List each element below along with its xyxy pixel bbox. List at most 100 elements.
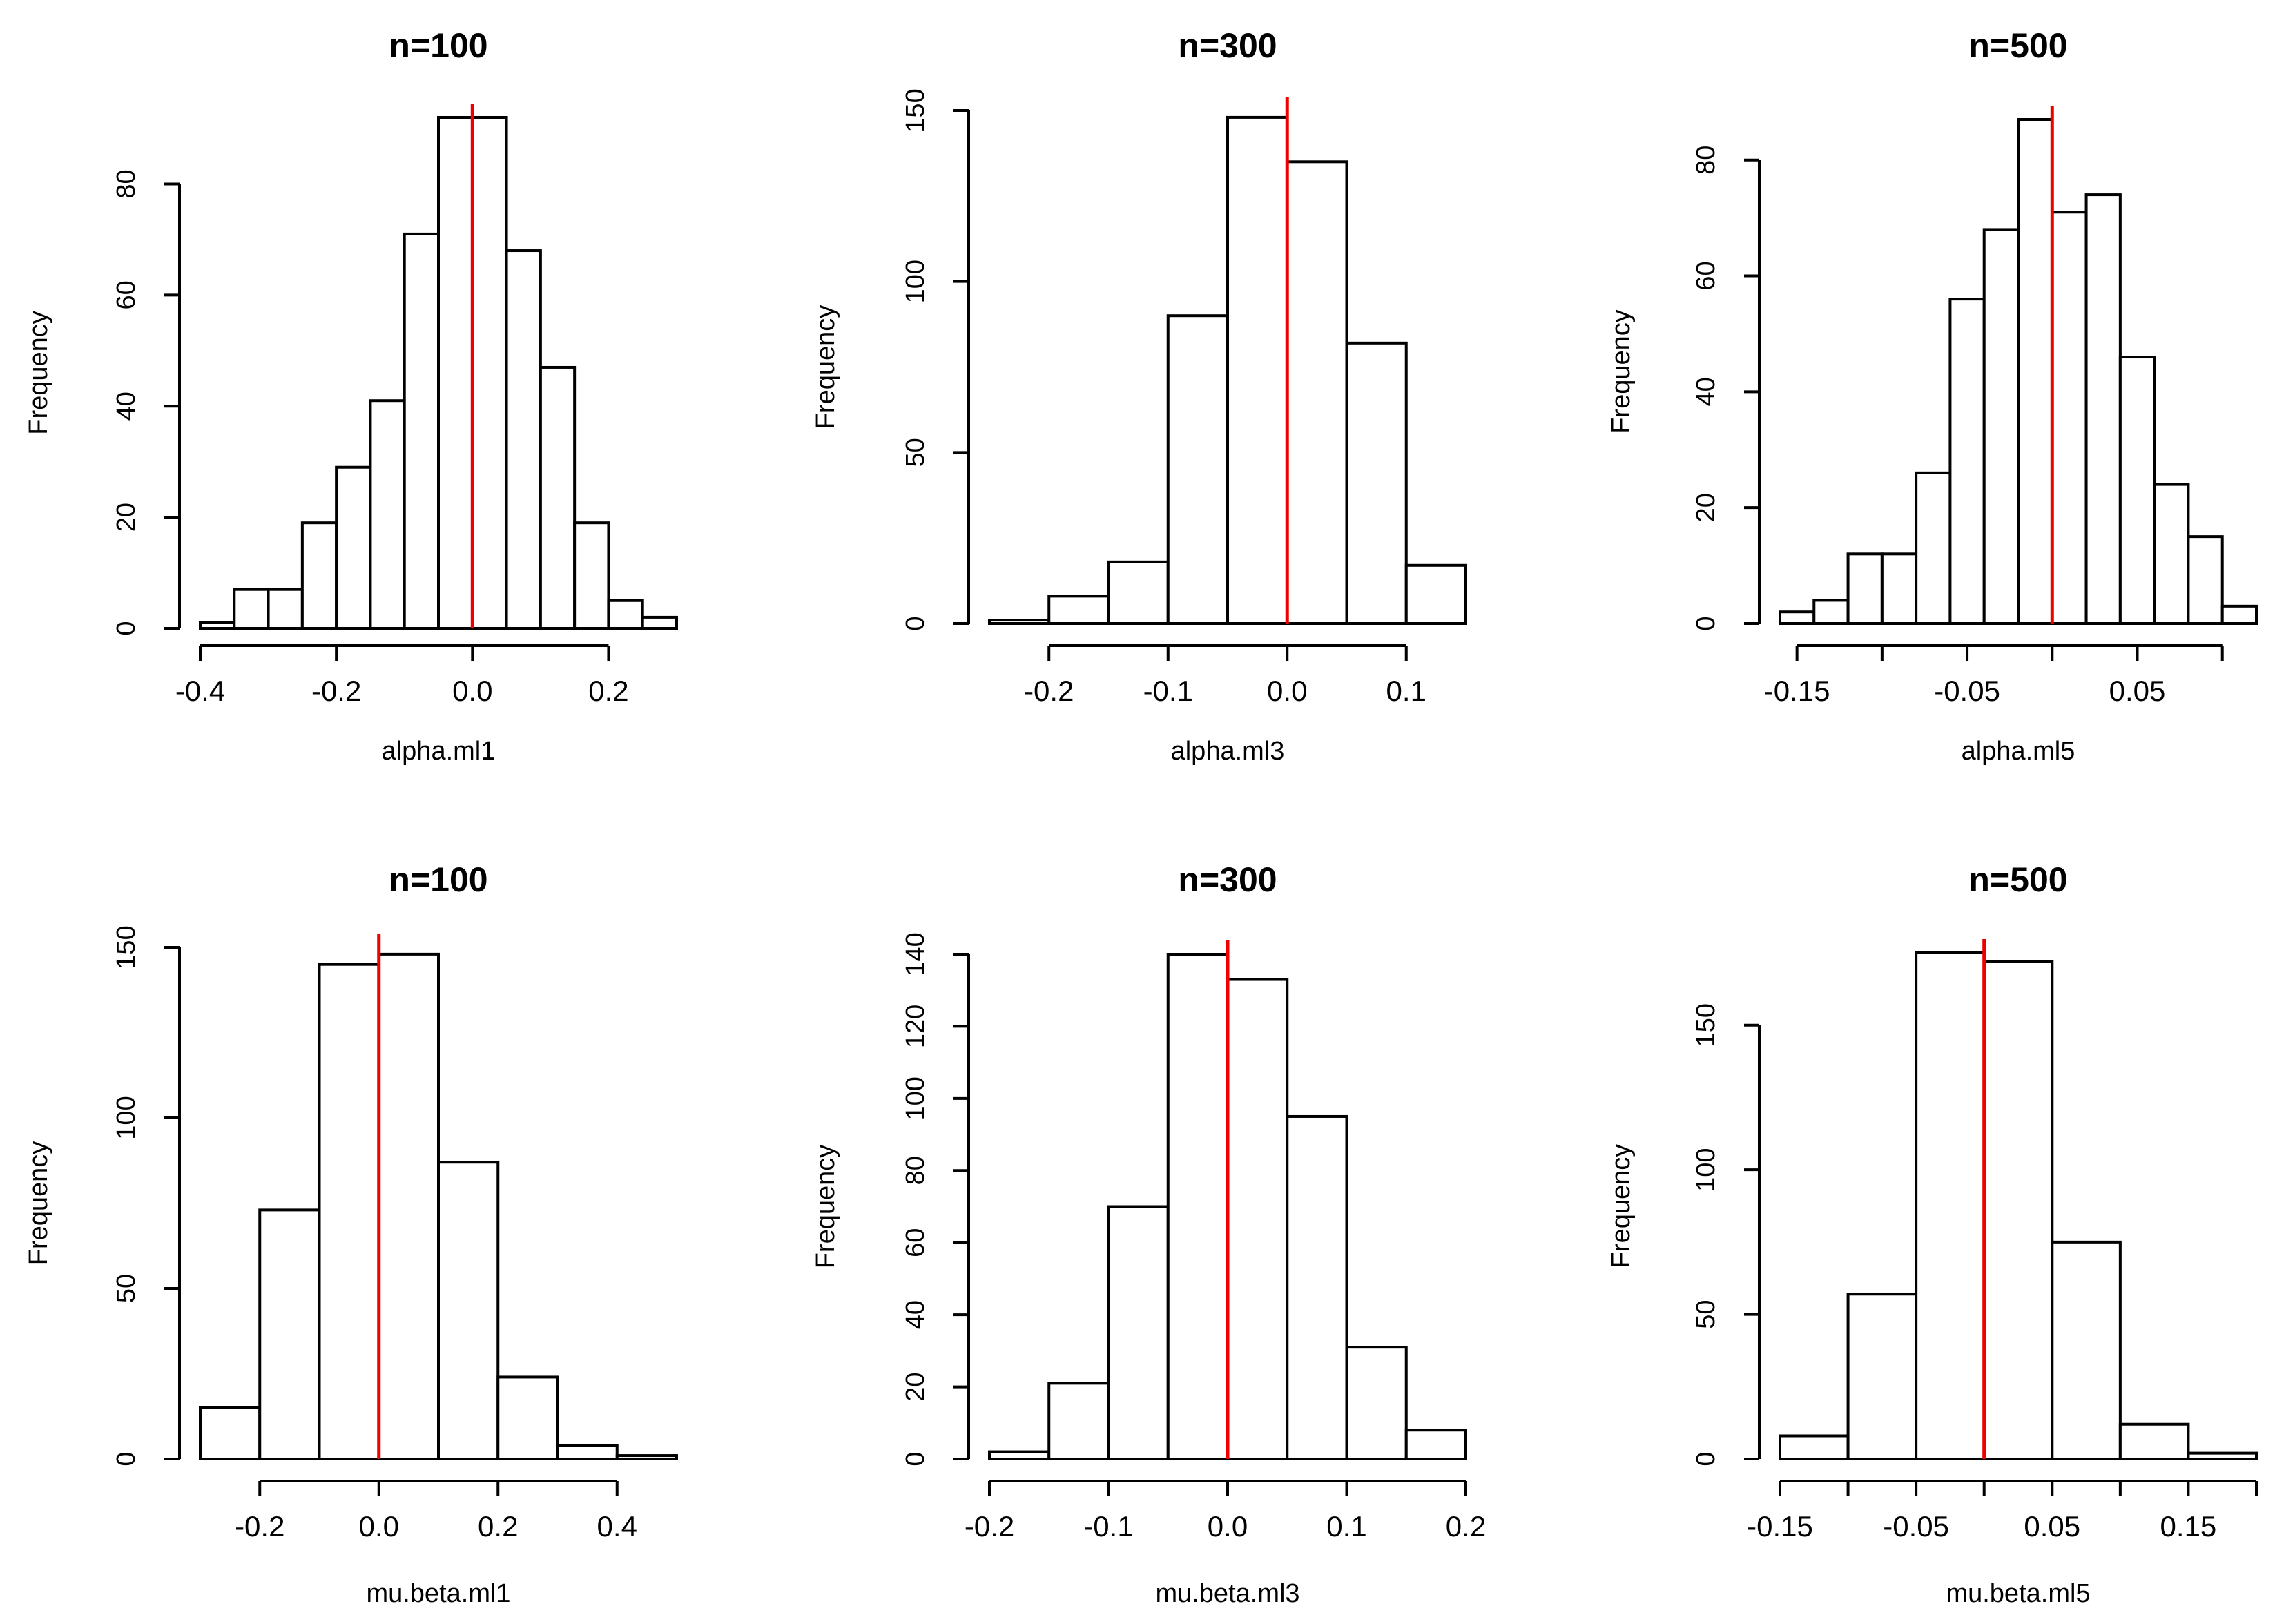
x-tick-label: -0.2 (235, 1510, 284, 1543)
histogram-bar (267, 588, 304, 630)
histogram-bar (539, 365, 577, 630)
x-tick-label: -0.05 (1883, 1510, 1949, 1543)
histogram-bar (1846, 552, 1884, 626)
histogram-bar (369, 399, 406, 630)
histogram-bar (1226, 115, 1289, 625)
x-tick-label: -0.2 (311, 675, 361, 707)
x-tick-label: 0.0 (452, 675, 492, 707)
histogram-bar (1812, 599, 1850, 625)
x-axis-label: mu.beta.ml1 (366, 1579, 510, 1608)
x-tick-label: 0.0 (359, 1510, 399, 1543)
y-tick-label: 140 (901, 932, 930, 976)
x-axis-label: alpha.ml1 (382, 737, 496, 766)
histogram-bar (300, 521, 338, 630)
y-tick-label: 0 (1692, 1451, 1721, 1466)
x-tick-label: 0.0 (1208, 1510, 1248, 1543)
x-tick-label: -0.1 (1083, 1510, 1133, 1543)
x-axis-label: alpha.ml5 (1962, 737, 2075, 766)
y-tick-label: 100 (901, 260, 930, 303)
x-tick-label: 0.05 (2024, 1510, 2080, 1543)
histogram-panel-1: n=100 -0.4 -0.2 0.0 0.2 0 20 40 60 80 alpha.ml1 Fre… (24, 26, 679, 766)
x-tick-label: 0.1 (1326, 1510, 1366, 1543)
y-tick-label: 0 (112, 1451, 141, 1466)
histogram-bar (258, 1208, 321, 1460)
x-tick-label: 0.4 (597, 1510, 637, 1543)
histogram-bar (1404, 1429, 1467, 1460)
chart-title: n=100 (389, 860, 487, 899)
histogram-bar (988, 619, 1051, 626)
histogram-bar (1166, 953, 1229, 1460)
x-tick-label: 0.2 (478, 1510, 518, 1543)
y-axis-label: Frequency (1607, 309, 1636, 434)
histogram-bar (1404, 563, 1467, 625)
histogram-bar (403, 232, 441, 630)
histogram-bar (1915, 471, 1952, 625)
histogram-bar (199, 1406, 262, 1461)
histogram-bar (1226, 978, 1289, 1461)
histogram-bar (2118, 356, 2156, 626)
histogram-bar (2017, 118, 2054, 625)
x-axis-label: mu.beta.ml3 (1155, 1579, 1299, 1608)
y-tick-label: 100 (901, 1076, 930, 1120)
x-tick-label: 0.2 (588, 675, 628, 707)
y-tick-label: 20 (1692, 493, 1721, 522)
histogram-bar (573, 521, 610, 630)
y-tick-label: 0 (112, 621, 141, 635)
y-tick-label: 100 (112, 1096, 141, 1139)
x-tick-label: -0.05 (1934, 675, 2000, 707)
x-axis-label: alpha.ml3 (1171, 737, 1285, 766)
histogram-bar (1345, 1346, 1408, 1461)
histogram-bar (199, 621, 236, 630)
chart-title: n=500 (1968, 860, 2067, 899)
x-tick-label: 0.05 (2109, 675, 2166, 707)
y-tick-label: 100 (1692, 1148, 1721, 1191)
y-tick-label: 80 (112, 169, 141, 198)
histogram-bar (641, 615, 679, 630)
y-axis-label: Frequency (811, 1145, 840, 1269)
histogram-bar (1982, 228, 2020, 625)
histogram-panel-2: n=300 -0.2 -0.1 0.0 0.1 0 50 100 150 alpha.ml3 Fre… (811, 26, 1467, 766)
y-tick-label: 50 (901, 438, 930, 467)
histogram-panel-6: n=500 -0.15 -0.05 0.05 0.15 0 50 100 150 mu.beta.… (1607, 860, 2258, 1608)
histogram-bar (1047, 594, 1110, 626)
histogram-bar (1286, 160, 1348, 626)
x-tick-label: 0.1 (1386, 675, 1426, 707)
histogram-bar (1779, 610, 1816, 625)
histogram-bar (2187, 535, 2224, 626)
histogram-panel-5: n=300 -0.2 -0.1 0.0 0.1 0.2 0 20 40 60 80 100 120 140… (811, 860, 1486, 1608)
y-tick-label: 80 (1692, 146, 1721, 175)
y-tick-label: 0 (901, 616, 930, 630)
histogram-bar (377, 952, 440, 1460)
y-tick-label: 40 (1692, 377, 1721, 406)
histogram-bar (1345, 341, 1408, 625)
x-tick-label: -0.15 (1747, 1510, 1813, 1543)
histogram-bar (1779, 1434, 1850, 1461)
x-tick-label: -0.2 (965, 1510, 1014, 1543)
chart-title: n=300 (1178, 860, 1277, 899)
x-tick-label: 0.15 (2160, 1510, 2217, 1543)
histogram-bar (1047, 1382, 1110, 1460)
histogram-bar (615, 1454, 678, 1461)
histogram-bar (505, 249, 542, 630)
chart-title: n=500 (1968, 26, 2067, 65)
histogram-bar (437, 1161, 500, 1460)
x-tick-label: -0.15 (1764, 675, 1830, 707)
x-tick-label: 0.0 (1267, 675, 1307, 707)
histogram-bar (1846, 1293, 1918, 1461)
histogram-bar (2187, 1451, 2258, 1460)
histogram-bar (1915, 951, 1986, 1460)
histogram-bar (1948, 298, 1986, 625)
histogram-bar (1166, 314, 1229, 625)
y-tick-label: 40 (901, 1300, 930, 1329)
histogram-bar (1982, 960, 2054, 1460)
x-axis-label: mu.beta.ml5 (1946, 1579, 2090, 1608)
y-tick-label: 50 (1692, 1299, 1721, 1328)
histogram-bar (471, 116, 508, 630)
chart-title: n=100 (389, 26, 487, 65)
histogram-bar (2220, 604, 2258, 625)
y-tick-label: 60 (901, 1228, 930, 1257)
histogram-panel-4: n=100 -0.2 0.0 0.2 0.4 0 50 100 150 mu.beta.ml1 Fr… (24, 860, 678, 1608)
y-tick-label: 150 (112, 925, 141, 969)
histogram-bar (2118, 1422, 2190, 1460)
y-tick-label: 120 (901, 1005, 930, 1048)
